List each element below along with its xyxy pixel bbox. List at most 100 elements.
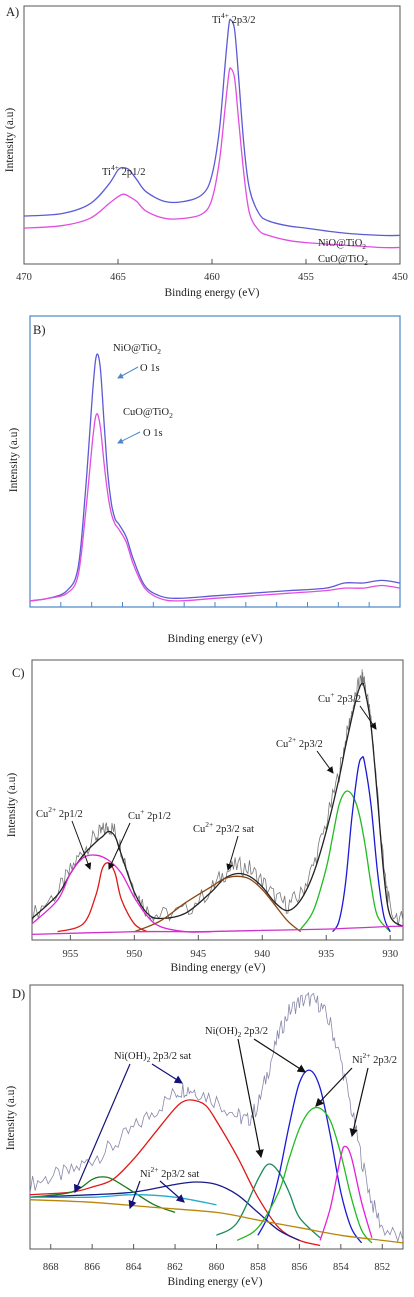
x-tick-label: 930 — [382, 949, 398, 960]
plot-frame-b — [29, 315, 401, 608]
annotation-ni2-2p3: Ni2+ 2p3/2 — [352, 1051, 397, 1066]
panel-label-b: B) — [33, 323, 46, 337]
y-axis-label-c: Intensity (a.u) — [6, 773, 18, 838]
series-line-envelope — [31, 682, 404, 927]
chart-b: B) Intensity (a.u) Binding energy (eV) N… — [8, 315, 401, 645]
x-tick-label: 470 — [16, 272, 32, 283]
legend-nio: NiO@TiO2 — [318, 238, 366, 251]
x-tick-label: 854 — [333, 1262, 350, 1273]
annotation-cu2-2p3: Cu2+ 2p3/2 — [276, 735, 323, 750]
series-line-ni-oh-2-2p3-2 — [257, 1069, 363, 1244]
x-ticks-d: 868 866 864 862 860 858 856 854 852 — [43, 1244, 390, 1273]
series-line-baseline — [29, 1199, 404, 1244]
x-tick-label: 460 — [204, 272, 220, 283]
x-tick-label: 858 — [250, 1262, 266, 1273]
annotation-ti-2p1: Ti4+ 2p1/2 — [102, 163, 146, 178]
plot-area-c — [31, 669, 404, 936]
series-line-ni-oh-2-2p3-2-856- — [216, 1163, 321, 1239]
series-line-raw — [29, 991, 404, 1243]
annotation-cu2-sat: Cu2+ 2p3/2 sat — [193, 820, 254, 835]
arrow-ni2-sat-1 — [128, 1180, 141, 1210]
series-line-ni-peak-853-8 — [319, 1145, 373, 1241]
x-tick-label: 955 — [63, 949, 79, 960]
series-line-cu-2p3-2 — [332, 756, 391, 933]
x-axis-label-c: Binding energy (eV) — [171, 962, 266, 974]
x-tick-label: 860 — [209, 1262, 225, 1273]
x-tick-label: 864 — [126, 1262, 143, 1273]
plot-area-a — [23, 18, 401, 249]
annotation-ni2-sat: Ni2+ 2p3/2 sat — [140, 1165, 199, 1180]
series-line-nio-tio2 — [23, 18, 401, 237]
x-tick-label: 450 — [392, 272, 408, 283]
x-axis-label-d: Binding energy (eV) — [168, 1276, 263, 1288]
x-tick-label: 945 — [190, 949, 206, 960]
x-ticks-a: 470 465 460 455 450 — [16, 259, 408, 283]
annotation-o1s-nio: O 1s — [140, 363, 160, 374]
arrow-o1s-cuo — [117, 431, 141, 444]
arrow-nioh2-sat-2 — [151, 1063, 184, 1084]
legend-cuo: CuO@TiO2 — [318, 254, 368, 267]
y-axis-label-b: Intensity (a.u) — [8, 428, 20, 493]
series-line-ni2-2p3-2 — [236, 1106, 373, 1244]
x-tick-label: 455 — [298, 272, 314, 283]
series-line-cu2-2p3-2-sat — [134, 875, 302, 933]
arrow-cu1-2p1 — [108, 822, 131, 870]
x-tick-label: 465 — [110, 272, 126, 283]
annotation-cu1-2p3: Cu+ 2p3/2 — [318, 690, 361, 705]
annotation-nioh2-sat: Ni(OH)2 2p3/2 sat — [114, 1051, 191, 1064]
series-line-ni2-2p3-2-sat — [29, 1181, 300, 1241]
arrow-ni2-2p3-1 — [315, 1067, 353, 1107]
annotation-cuo-tio2: CuO@TiO2 — [123, 407, 173, 420]
plot-area-b — [29, 353, 401, 602]
series-line-baseline2 — [29, 1194, 217, 1206]
x-tickmarks-b — [29, 602, 401, 607]
arrow-cu1-2p3 — [359, 705, 377, 730]
x-tick-label: 868 — [43, 1262, 59, 1273]
annotation-cu2-2p1: Cu2+ 2p1/2 — [36, 805, 83, 820]
x-tick-label: 940 — [254, 949, 270, 960]
chart-c: C) 955 950 945 940 935 930 Intensity (a.u) Bi… — [6, 659, 404, 974]
x-tick-label: 866 — [84, 1262, 100, 1273]
arrow-cu2-2p1 — [71, 820, 92, 870]
annotation-nioh2-2p3: Ni(OH)2 2p3/2 — [205, 1026, 268, 1039]
arrow-nioh2-sat-1 — [73, 1063, 131, 1194]
panel-label-d: D) — [12, 987, 25, 1001]
x-tick-label: 935 — [318, 949, 334, 960]
chart-a: A) 470 465 460 455 450 Intensity (a.u) Bindi… — [4, 5, 408, 299]
series-line-cu2-2p3-2 — [300, 790, 391, 933]
arrow-o1s-nio — [117, 366, 139, 379]
panel-label-c: C) — [12, 666, 25, 680]
panel-label-a: A) — [6, 5, 19, 19]
plot-frame-d — [29, 984, 404, 1250]
x-tick-label: 856 — [292, 1262, 308, 1273]
series-line-nio-tio2 — [29, 353, 401, 602]
chart-d: D) 868 866 864 862 860 858 856 854 852 Intensity… — [5, 984, 404, 1288]
series-line-sat-peak — [29, 1176, 176, 1214]
arrow-ni2-sat-2 — [159, 1180, 185, 1203]
arrow-ni2-2p3-2 — [349, 1067, 369, 1138]
plot-frame-a — [23, 5, 401, 265]
arrow-nioh2-2p3-1 — [237, 1038, 264, 1159]
x-tick-label: 862 — [167, 1262, 183, 1273]
annotation-nio-tio2: NiO@TiO2 — [113, 343, 161, 356]
series-line-cuo-tio2 — [29, 413, 401, 602]
arrow-cu2-sat — [226, 835, 239, 871]
plot-area-d — [29, 991, 404, 1247]
x-tick-label: 852 — [374, 1262, 390, 1273]
x-axis-label-a: Binding energy (eV) — [165, 287, 260, 299]
x-axis-label-b: Binding energy (eV) — [168, 633, 263, 645]
x-ticks-c: 955 950 945 940 935 930 — [63, 935, 398, 960]
y-axis-label-a: Intensity (a.u) — [4, 108, 16, 173]
annotation-o1s-cuo: O 1s — [143, 428, 163, 439]
series-line-raw — [31, 669, 404, 926]
series-line-cu2-2p1-2 — [31, 854, 212, 933]
series-line-baseline — [31, 925, 404, 936]
x-tick-label: 950 — [126, 949, 142, 960]
arrow-nioh2-2p3-2 — [253, 1038, 307, 1073]
arrow-cu2-2p3 — [316, 750, 334, 774]
series-line-cuo-tio2 — [23, 67, 401, 249]
y-axis-label-d: Intensity (a.u) — [5, 1086, 17, 1151]
annotation-cu1-2p1: Cu+ 2p1/2 — [128, 807, 171, 822]
annotation-ti-2p3: Ti4+ 2p3/2 — [212, 11, 256, 26]
plot-frame-c — [31, 659, 404, 941]
